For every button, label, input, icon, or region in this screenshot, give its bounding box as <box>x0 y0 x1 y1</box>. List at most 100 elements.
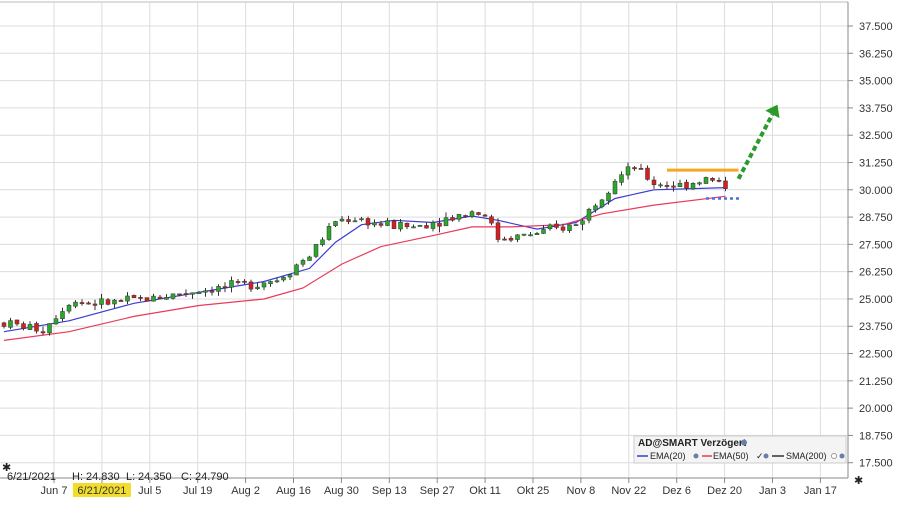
candle-body[interactable] <box>599 199 605 208</box>
candle-body[interactable] <box>47 323 52 334</box>
candle-body[interactable] <box>164 297 169 300</box>
candle-body[interactable] <box>684 181 689 189</box>
candle-body[interactable] <box>216 286 221 292</box>
candle-body[interactable] <box>528 234 533 237</box>
candle-body[interactable] <box>411 226 416 229</box>
candle-body[interactable] <box>534 233 540 235</box>
candle-body[interactable] <box>710 178 715 181</box>
candle-body[interactable] <box>359 218 364 221</box>
candle-body[interactable] <box>86 302 91 305</box>
candle-body[interactable] <box>66 304 72 312</box>
candle-body[interactable] <box>625 166 631 176</box>
candle-body[interactable] <box>664 185 670 187</box>
candle-body[interactable] <box>502 238 507 241</box>
candle-body[interactable] <box>242 280 247 283</box>
candle-body[interactable] <box>352 220 358 223</box>
candle-body[interactable] <box>209 290 215 293</box>
candle-body[interactable] <box>138 297 143 299</box>
candle-body[interactable] <box>606 192 611 202</box>
candle-body[interactable] <box>495 222 501 240</box>
candle-body[interactable] <box>619 174 624 183</box>
candle-body[interactable] <box>99 298 104 305</box>
candle-body[interactable] <box>385 220 390 226</box>
legend[interactable]: AD@SMART Verzögert EMA(20) EMA(50) ✓ SMA… <box>633 435 847 464</box>
candle-body[interactable] <box>261 282 267 288</box>
candle-body[interactable] <box>515 234 520 240</box>
candle-body[interactable] <box>21 323 26 329</box>
candle-body[interactable] <box>27 324 33 330</box>
candle-body[interactable] <box>703 177 709 184</box>
candle-body[interactable] <box>222 286 228 289</box>
candle-body[interactable] <box>560 226 566 231</box>
candle-body[interactable] <box>417 225 423 227</box>
candle-body[interactable] <box>170 293 176 299</box>
candle-body[interactable] <box>60 311 65 320</box>
legend-sma200-settings-icon[interactable] <box>839 453 845 459</box>
candle-body[interactable] <box>118 300 124 302</box>
candle-body[interactable] <box>346 219 351 222</box>
candle-body[interactable] <box>567 224 572 231</box>
candle-body[interactable] <box>196 291 202 294</box>
candle-body[interactable] <box>541 229 546 234</box>
candle-body[interactable] <box>573 224 579 227</box>
candlesticks[interactable] <box>1 162 728 336</box>
candle-body[interactable] <box>255 286 260 290</box>
candle-body[interactable] <box>391 220 397 229</box>
candle-body[interactable] <box>339 218 345 222</box>
candle-body[interactable] <box>463 215 468 217</box>
candle-body[interactable] <box>482 214 488 217</box>
candle-body[interactable] <box>14 319 20 325</box>
candle-body[interactable] <box>190 292 195 295</box>
candle-body[interactable] <box>372 222 377 226</box>
candle-body[interactable] <box>40 331 46 334</box>
candle-body[interactable] <box>658 184 663 187</box>
candle-body[interactable] <box>151 295 156 302</box>
legend-settings-icon[interactable] <box>741 439 747 446</box>
candle-body[interactable] <box>268 281 273 285</box>
candle-body[interactable] <box>333 221 338 226</box>
candle-body[interactable] <box>294 264 299 276</box>
candle-body[interactable] <box>469 211 475 217</box>
candle-body[interactable] <box>313 244 319 257</box>
candle-body[interactable] <box>612 181 618 195</box>
candle-body[interactable] <box>443 217 449 227</box>
candle-body[interactable] <box>476 212 481 215</box>
candle-body[interactable] <box>586 208 592 221</box>
candle-body[interactable] <box>248 281 254 290</box>
candle-body[interactable] <box>580 220 585 225</box>
candle-body[interactable] <box>424 225 429 229</box>
candle-body[interactable] <box>651 179 657 186</box>
candle-body[interactable] <box>79 302 85 304</box>
candle-body[interactable] <box>632 167 637 170</box>
candle-body[interactable] <box>593 205 598 211</box>
candle-body[interactable] <box>508 237 514 241</box>
candle-body[interactable] <box>300 260 306 265</box>
candle-body[interactable] <box>554 223 559 228</box>
candle-body[interactable] <box>157 296 163 300</box>
candle-body[interactable] <box>274 280 280 283</box>
candle-body[interactable] <box>235 281 241 283</box>
candle-body[interactable] <box>378 223 384 226</box>
candle-body[interactable] <box>489 216 494 224</box>
candle-body[interactable] <box>716 179 722 182</box>
candle-body[interactable] <box>1 322 7 327</box>
candle-body[interactable] <box>326 226 332 240</box>
candle-body[interactable] <box>53 318 59 325</box>
candle-body[interactable] <box>183 293 189 295</box>
legend-ema20-settings-icon[interactable] <box>693 453 699 459</box>
candle-body[interactable] <box>281 276 286 281</box>
candle-body[interactable] <box>677 182 683 187</box>
candle-body[interactable] <box>723 180 728 189</box>
candle-body[interactable] <box>450 217 455 221</box>
candle-body[interactable] <box>177 293 182 296</box>
candle-body[interactable] <box>92 303 98 306</box>
candle-body[interactable] <box>638 168 644 170</box>
candle-body[interactable] <box>690 183 696 190</box>
legend-ema50-check-icon[interactable]: ✓ <box>756 451 764 461</box>
candle-body[interactable] <box>521 233 527 236</box>
candle-body[interactable] <box>34 323 39 332</box>
candle-body[interactable] <box>203 290 208 293</box>
candle-body[interactable] <box>320 239 325 245</box>
